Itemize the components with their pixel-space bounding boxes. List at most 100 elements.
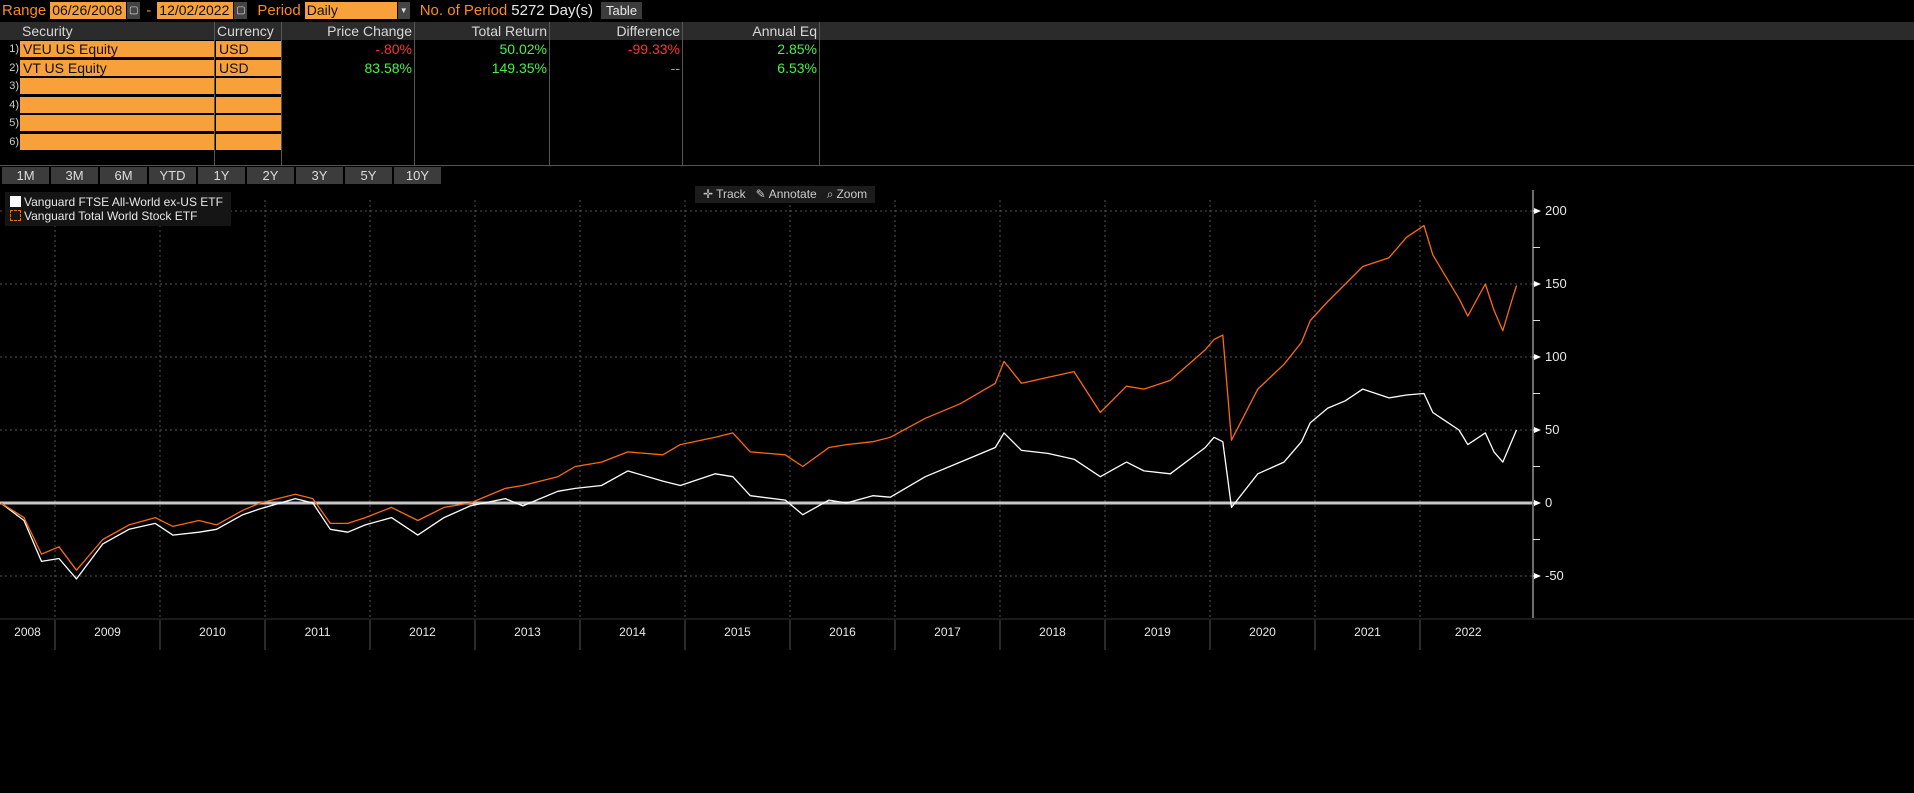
track-button[interactable]: ✛ Track — [703, 186, 746, 203]
legend-item-veu[interactable]: Vanguard FTSE All-World ex-US ETF — [10, 195, 223, 209]
legend-swatch-white — [10, 196, 21, 207]
num-period-value: 5272 Day(s) — [511, 2, 593, 19]
timeframe-1y-button[interactable]: 1Y — [198, 167, 245, 184]
row-number: 2) — [9, 61, 19, 74]
col-security[interactable]: Security — [20, 22, 215, 40]
x-tick-label: 2017 — [934, 625, 961, 639]
period-select[interactable]: Daily — [304, 2, 397, 19]
row-number: 3) — [9, 80, 19, 92]
chart-toolbar: ✛ Track ✎ Annotate ⌕ Zoom — [695, 186, 876, 203]
timeframe-ytd-button[interactable]: YTD — [149, 167, 196, 184]
timeframe-1m-button[interactable]: 1M — [2, 167, 49, 184]
zoom-label: Zoom — [836, 187, 868, 201]
x-tick-label: 2013 — [514, 625, 541, 639]
divider — [414, 40, 415, 165]
range-dash: - — [146, 2, 152, 19]
y-tick-marker — [1534, 427, 1541, 433]
range-label: Range — [2, 2, 47, 19]
x-tick-label: 2018 — [1039, 625, 1066, 639]
x-tick-label: 2022 — [1454, 625, 1482, 639]
y-tick-label: 50 — [1545, 422, 1560, 437]
y-tick-label: 0 — [1545, 495, 1553, 510]
y-tick-label: -50 — [1545, 568, 1564, 583]
annual-eq-value: 6.53% — [777, 59, 817, 76]
x-tick-label: 2012 — [409, 625, 436, 639]
top-bar: Range 06/26/2008 ▢ - 12/02/2022 ▢ Period… — [0, 2, 1914, 19]
y-tick-marker — [1534, 354, 1541, 360]
divider — [214, 40, 215, 165]
divider — [682, 40, 683, 165]
timeframe-10y-button[interactable]: 10Y — [394, 167, 441, 184]
legend-swatch-orange — [10, 210, 21, 221]
security-input[interactable] — [20, 133, 214, 150]
legend-label: Vanguard Total World Stock ETF — [24, 209, 198, 223]
security-input[interactable]: VEU US Equity — [20, 41, 214, 57]
x-tick-label: 2015 — [724, 625, 751, 639]
y-tick-marker — [1534, 500, 1541, 506]
magnifier-icon: ⌕ — [826, 187, 834, 201]
x-tick-label: 2010 — [199, 625, 226, 639]
col-total-return[interactable]: Total Return — [415, 22, 550, 40]
divider — [281, 40, 282, 165]
currency-input[interactable] — [216, 78, 281, 94]
series-line-veu — [0, 388, 1518, 580]
timeframe-3m-button[interactable]: 3M — [51, 167, 98, 184]
start-date-input[interactable]: 06/26/2008 — [50, 2, 127, 19]
currency-input[interactable] — [216, 96, 281, 113]
price-change-value: -.80% — [375, 41, 412, 57]
zoom-button[interactable]: ⌕ Zoom — [827, 186, 867, 203]
chevron-down-icon[interactable]: ▼ — [397, 2, 410, 19]
annual-eq-value: 2.85% — [777, 41, 817, 57]
calendar-icon[interactable]: ▢ — [234, 2, 248, 19]
period-label: Period — [257, 2, 301, 19]
col-difference[interactable]: Difference — [550, 22, 683, 40]
security-input[interactable]: VT US Equity — [20, 59, 214, 76]
currency-input[interactable]: USD — [216, 59, 281, 76]
price-change-value: 83.58% — [364, 59, 412, 76]
x-tick-label: 2019 — [1144, 625, 1171, 639]
currency-input[interactable] — [216, 115, 281, 131]
divider — [819, 40, 820, 165]
col-annual-eq[interactable]: Annual Eq — [683, 22, 820, 40]
security-input[interactable] — [20, 78, 214, 94]
table-button[interactable]: Table — [600, 2, 643, 19]
difference-value: -99.33% — [627, 41, 680, 57]
performance-chart[interactable] — [0, 185, 1914, 655]
num-period-label: No. of Period — [419, 2, 508, 19]
timeframe-2y-button[interactable]: 2Y — [247, 167, 294, 184]
security-input[interactable] — [20, 115, 214, 131]
y-tick-marker — [1534, 573, 1541, 579]
security-input[interactable] — [20, 96, 214, 113]
annotate-button[interactable]: ✎ Annotate — [756, 186, 817, 203]
y-tick-label: 200 — [1545, 203, 1567, 218]
y-tick-marker — [1534, 208, 1541, 214]
row-number: 1) — [9, 43, 19, 55]
chart-legend: Vanguard FTSE All-World ex-US ETF Vangua… — [5, 192, 231, 226]
y-tick-label: 150 — [1545, 276, 1567, 291]
y-tick-label: 100 — [1545, 349, 1567, 364]
timeframe-3y-button[interactable]: 3Y — [296, 167, 343, 184]
legend-item-vt[interactable]: Vanguard Total World Stock ETF — [10, 209, 223, 223]
x-tick-label: 2008 — [14, 625, 41, 639]
divider — [0, 165, 1914, 166]
timeframe-5y-button[interactable]: 5Y — [345, 167, 392, 184]
timeframe-6m-button[interactable]: 6M — [100, 167, 147, 184]
row-number: 4) — [9, 98, 19, 111]
currency-input[interactable]: USD — [216, 41, 281, 57]
annotate-label: Annotate — [768, 187, 817, 201]
currency-input[interactable] — [216, 133, 281, 150]
x-tick-label: 2021 — [1354, 625, 1381, 639]
track-label: Track — [716, 187, 746, 201]
row-number: 5) — [9, 117, 19, 129]
calendar-icon[interactable]: ▢ — [127, 2, 141, 19]
legend-label: Vanguard FTSE All-World ex-US ETF — [24, 195, 223, 209]
x-tick-label: 2014 — [619, 625, 646, 639]
x-tick-label: 2009 — [94, 625, 121, 639]
row-number: 6) — [9, 135, 19, 148]
y-tick-marker — [1534, 281, 1541, 287]
end-date-input[interactable]: 12/02/2022 — [157, 2, 234, 19]
col-currency[interactable]: Currency — [215, 22, 282, 40]
difference-value: -- — [670, 59, 680, 76]
col-price-change[interactable]: Price Change — [282, 22, 415, 40]
table-header — [0, 22, 1914, 40]
